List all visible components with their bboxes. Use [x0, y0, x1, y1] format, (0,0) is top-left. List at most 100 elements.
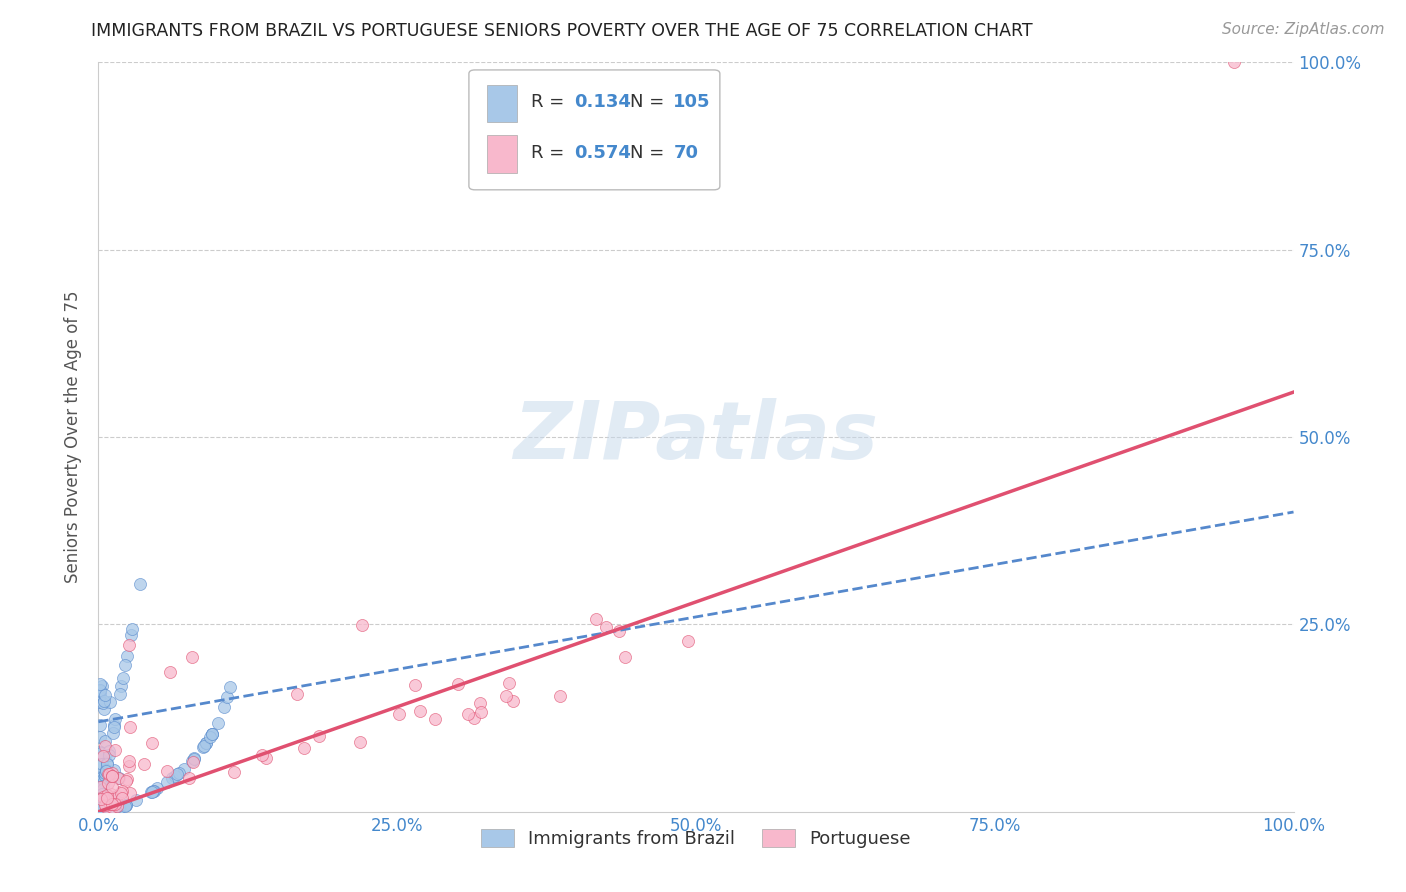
FancyBboxPatch shape	[486, 135, 517, 172]
Point	[195, 736, 218, 750]
Point	[103, 720, 125, 734]
Point	[193, 740, 215, 755]
Point	[89, 780, 111, 794]
Point	[97, 775, 120, 789]
Legend: Immigrants from Brazil, Portuguese: Immigrants from Brazil, Portuguese	[474, 822, 918, 855]
Text: N =: N =	[630, 145, 671, 162]
Point	[121, 622, 143, 636]
Point	[89, 759, 111, 773]
Point	[146, 781, 169, 796]
Point	[89, 801, 111, 815]
Point	[98, 695, 121, 709]
Point	[90, 789, 112, 803]
Point	[105, 789, 128, 804]
Point	[120, 720, 142, 734]
Point	[94, 769, 117, 783]
Text: R =: R =	[531, 145, 569, 162]
Point	[613, 650, 636, 665]
Point	[89, 797, 111, 811]
Point	[96, 791, 118, 805]
Point	[93, 734, 115, 748]
Point	[463, 711, 485, 725]
Point	[207, 716, 229, 731]
Point	[201, 727, 224, 741]
Point	[132, 757, 155, 772]
Point	[90, 747, 112, 761]
Text: 70: 70	[673, 145, 699, 162]
Point	[155, 775, 177, 789]
Point	[100, 801, 122, 815]
Point	[111, 671, 134, 685]
Point	[101, 726, 124, 740]
Point	[91, 785, 114, 799]
Point	[89, 801, 111, 815]
Text: R =: R =	[531, 93, 569, 112]
Point	[111, 783, 134, 797]
Point	[89, 793, 111, 807]
Point	[550, 689, 572, 703]
Point	[165, 769, 187, 783]
Point	[89, 800, 111, 814]
Point	[183, 751, 205, 765]
Point	[120, 628, 142, 642]
Point	[100, 797, 122, 812]
Point	[183, 752, 205, 766]
Point	[89, 800, 111, 814]
Point	[115, 773, 138, 788]
Y-axis label: Seniors Poverty Over the Age of 75: Seniors Poverty Over the Age of 75	[65, 291, 83, 583]
Point	[115, 648, 138, 663]
Point	[141, 785, 163, 799]
Point	[218, 680, 240, 694]
Point	[177, 771, 200, 785]
Point	[502, 694, 524, 708]
Point	[292, 741, 315, 756]
Point	[94, 763, 117, 777]
Point	[100, 800, 122, 814]
Point	[105, 799, 128, 814]
Point	[115, 798, 138, 813]
Point	[114, 798, 136, 813]
Point	[91, 756, 114, 771]
Point	[91, 785, 114, 799]
Point	[91, 748, 114, 763]
Point	[128, 577, 150, 591]
Point	[96, 756, 118, 771]
Point	[90, 776, 112, 790]
Point	[423, 712, 446, 726]
Point	[141, 785, 163, 799]
Point	[470, 706, 492, 720]
Point	[114, 657, 136, 672]
Text: ZIPatlas: ZIPatlas	[513, 398, 879, 476]
Point	[200, 730, 222, 744]
Point	[404, 678, 426, 692]
Point	[91, 772, 114, 786]
Point	[195, 736, 218, 750]
Point	[89, 800, 111, 814]
Point	[110, 679, 132, 693]
Point	[89, 731, 111, 745]
Point	[110, 786, 132, 800]
Point	[91, 790, 114, 805]
Point	[201, 727, 224, 741]
Point	[447, 677, 470, 691]
Point	[91, 696, 114, 710]
Point	[495, 690, 517, 704]
Point	[142, 783, 165, 797]
Point	[111, 790, 134, 805]
Point	[254, 751, 277, 765]
Point	[89, 794, 111, 808]
Point	[607, 624, 630, 638]
Point	[180, 649, 202, 664]
Point	[90, 788, 112, 802]
Point	[676, 634, 699, 648]
Point	[409, 704, 432, 718]
Point	[89, 801, 111, 815]
Point	[89, 687, 111, 701]
Point	[104, 712, 127, 726]
Point	[115, 772, 138, 787]
Point	[114, 798, 136, 813]
Point	[90, 786, 112, 800]
Point	[89, 799, 111, 814]
Point	[193, 739, 215, 754]
Point	[94, 766, 117, 780]
